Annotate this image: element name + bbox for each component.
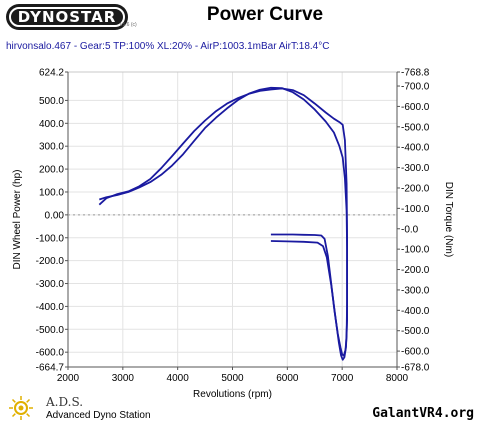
y-right-tick-labels: -768.8 -700.0 -600.0 -500.0 -400.0 -300.0 -200… [397, 68, 430, 374]
y-right-tick-label: -678.0 [401, 363, 430, 374]
x-tick-label: 8000 [386, 373, 409, 384]
y-left-tick-label: 200.0 [39, 165, 64, 176]
run-info-line: hirvonsalo.467 - Gear:5 TP:100% XL:20% -… [6, 41, 329, 52]
y-right-tick-label: -200.0 [401, 265, 430, 276]
y-left-tick-labels: 624.2 500.0 400.0 300.0 200.0 100.0 0.00 -100.0… [36, 68, 68, 374]
y-left-tick-label: 0.00 [45, 210, 65, 221]
y-right-tick-label: -0.0 [401, 224, 419, 235]
y-right-tick-label: -500.0 [401, 326, 430, 337]
y-left-tick-label: -200.0 [36, 256, 65, 267]
y-left-tick-label: -600.0 [36, 348, 65, 359]
page-title: Power Curve [206, 4, 324, 25]
x-tick-label: 2000 [57, 373, 80, 384]
y-right-tick-label: -500.0 [401, 122, 430, 133]
x-tick-label: 6000 [276, 373, 299, 384]
y-right-tick-label: -300.0 [401, 163, 430, 174]
y-right-tick-label: -100.0 [401, 204, 430, 215]
x-tick-label: 5000 [221, 373, 244, 384]
y-right-tick-label: -768.8 [401, 68, 430, 79]
x-tick-labels: 2000 3000 4000 5000 6000 7000 8000 [57, 367, 409, 384]
run-conditions: - AirP:1003.1mBar AirT:18.4°C [194, 41, 330, 52]
series [98, 86, 348, 361]
x-tick-label: 3000 [112, 373, 135, 384]
y-right-tick-label: -300.0 [401, 285, 430, 296]
logo-frame [9, 7, 125, 27]
y-right-tick-label: -600.0 [401, 102, 430, 113]
y-axis-left-label: DIN Wheel Power (hp) [12, 169, 23, 269]
y-left-tick-label: -100.0 [36, 233, 65, 244]
watermark: GalantVR4.org [372, 406, 474, 421]
torque-curve [98, 87, 348, 361]
y-left-tick-label: 624.2 [39, 68, 64, 79]
ads-short-name: A.D.S. [46, 395, 84, 409]
x-axis-label: Revolutions (rpm) [193, 389, 272, 400]
y-left-tick-label: 300.0 [39, 142, 64, 153]
y-right-tick-label: -400.0 [401, 306, 430, 317]
x-tick-label: 7000 [331, 373, 354, 384]
y-left-tick-label: -664.7 [36, 363, 65, 374]
y-right-tick-label: -200.0 [401, 183, 430, 194]
ads-sun-icon [9, 396, 33, 420]
power-curve [99, 86, 348, 357]
y-left-tick-label: -500.0 [36, 325, 65, 336]
y-right-tick-label: -100.0 [401, 245, 430, 256]
y-left-tick-label: 100.0 [39, 187, 64, 198]
logo-brand-text: DYNOSTAR [17, 8, 117, 26]
ads-full-name: Advanced Dyno Station [46, 410, 151, 421]
y-left-tick-label: 500.0 [39, 96, 64, 107]
run-info: hirvonsalo.467 - Gear:5 TP:100% XL:20% [6, 41, 193, 52]
y-left-tick-label: 400.0 [39, 119, 64, 130]
logo-subtext: v5.6 (c) [120, 22, 137, 28]
x-tick-label: 4000 [167, 373, 190, 384]
y-axis-right-label: DIN Torque (Nm) [443, 182, 454, 257]
dynostar-logo: DYNOSTAR [6, 4, 128, 30]
y-right-tick-label: -400.0 [401, 143, 430, 154]
y-left-tick-label: -400.0 [36, 302, 65, 313]
y-right-tick-label: -700.0 [401, 82, 430, 93]
y-left-tick-label: -300.0 [36, 279, 65, 290]
y-right-tick-label: -600.0 [401, 347, 430, 358]
